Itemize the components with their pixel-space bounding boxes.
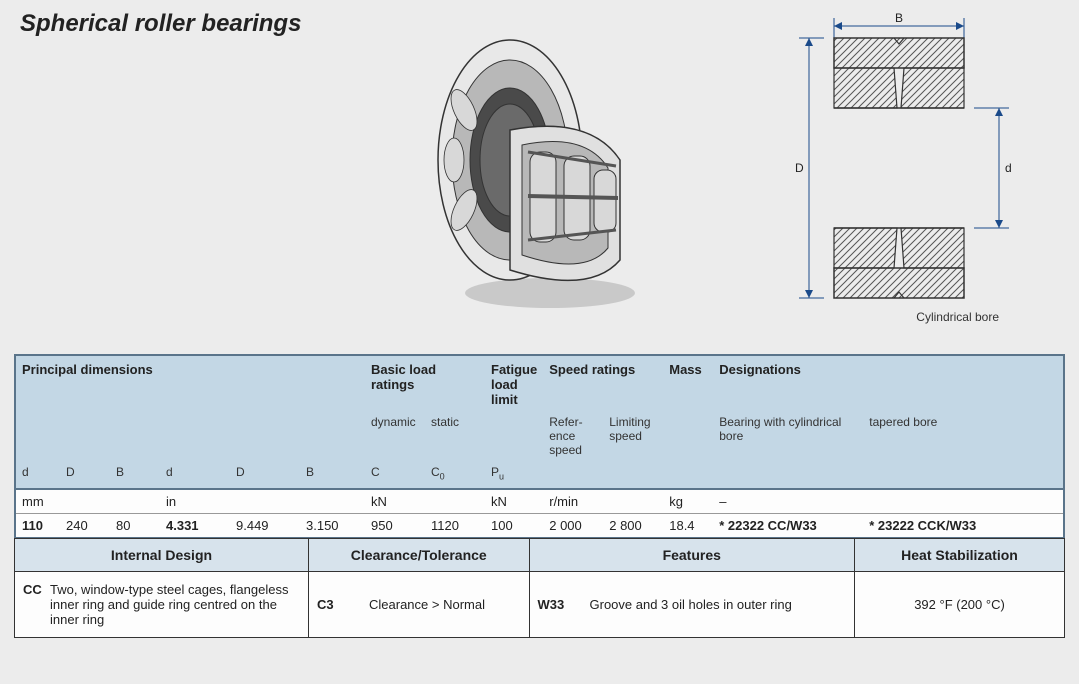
cell-desig-cyl: * 22322 CC/W33 xyxy=(713,514,863,539)
sym-D2: D xyxy=(230,461,300,489)
cell-B-mm: 80 xyxy=(110,514,160,539)
code-c3: C3 xyxy=(317,597,357,612)
cell-desig-tap: * 23222 CCK/W33 xyxy=(863,514,1064,539)
dimensions-table: Principal dimensions Basic load ratings … xyxy=(14,354,1065,539)
units-row: mm in kN kN r/min kg – xyxy=(15,489,1064,514)
th-internal-design: Internal Design xyxy=(15,539,309,572)
sym-d: d xyxy=(15,461,60,489)
bearing-schematic: B D d xyxy=(769,8,1049,338)
unit-in: in xyxy=(160,489,365,514)
sub-dynamic: dynamic xyxy=(365,411,425,461)
sym-d2: d xyxy=(160,461,230,489)
schematic-caption: Cylindrical bore xyxy=(916,310,999,324)
th-features: Features xyxy=(529,539,855,572)
cell-features: W33 Groove and 3 oil holes in outer ring xyxy=(529,572,855,638)
cell-d-mm: 110 xyxy=(15,514,60,539)
unit-kN2: kN xyxy=(485,489,543,514)
sub-tapered: tapered bore xyxy=(863,411,1064,461)
code-cc: CC xyxy=(23,582,42,627)
th-designations: Designations xyxy=(713,355,1064,411)
unit-rmin: r/min xyxy=(543,489,663,514)
code-w33: W33 xyxy=(538,597,578,612)
unit-mm: mm xyxy=(15,489,160,514)
sub-bearing-cyl: Bearing with cylindrical bore xyxy=(713,411,863,461)
dim-label-d: d xyxy=(1005,161,1012,175)
th-speed: Speed ratings xyxy=(543,355,663,411)
sub-reference: Refer- ence speed xyxy=(543,411,603,461)
cell-D-mm: 240 xyxy=(60,514,110,539)
cell-internal: CC Two, window-type steel cages, flangel… xyxy=(15,572,309,638)
cell-C0: 1120 xyxy=(425,514,485,539)
unit-kN: kN xyxy=(365,489,485,514)
cell-lim-speed: 2 800 xyxy=(603,514,663,539)
details-table: Internal Design Clearance/Tolerance Feat… xyxy=(14,538,1065,638)
sym-C: C xyxy=(365,461,425,489)
dim-label-D: D xyxy=(795,161,804,175)
page-title: Spherical roller bearings xyxy=(20,10,301,38)
th-clearance: Clearance/Tolerance xyxy=(309,539,530,572)
data-row: 110 240 80 4.331 9.449 3.150 950 1120 10… xyxy=(15,514,1064,539)
text-clearance: Clearance > Normal xyxy=(369,597,485,612)
th-basic-load: Basic load ratings xyxy=(365,355,485,411)
sym-Pu: Pu xyxy=(485,461,543,489)
sub-limiting: Limiting speed xyxy=(603,411,663,461)
sym-D: D xyxy=(60,461,110,489)
cell-D-in: 9.449 xyxy=(230,514,300,539)
sym-C0: C0 xyxy=(425,461,485,489)
th-heat: Heat Stabilization xyxy=(855,539,1065,572)
unit-kg: kg xyxy=(663,489,713,514)
text-internal: Two, window-type steel cages, flangeless… xyxy=(50,582,300,627)
th-mass: Mass xyxy=(663,355,713,411)
cell-d-in: 4.331 xyxy=(160,514,230,539)
cell-mass: 18.4 xyxy=(663,514,713,539)
cell-Pu: 100 xyxy=(485,514,543,539)
cell-heat: 392 °F (200 °C) xyxy=(855,572,1065,638)
sym-B: B xyxy=(110,461,160,489)
cell-B-in: 3.150 xyxy=(300,514,365,539)
dim-label-b: B xyxy=(895,11,903,25)
cell-C: 950 xyxy=(365,514,425,539)
cell-ref-speed: 2 000 xyxy=(543,514,603,539)
th-principal: Principal dimensions xyxy=(15,355,365,411)
text-features: Groove and 3 oil holes in outer ring xyxy=(590,597,792,612)
bearing-3d-render xyxy=(420,25,650,315)
unit-dash: – xyxy=(713,489,1064,514)
th-fatigue: Fatigue load limit xyxy=(485,355,543,411)
cell-clearance: C3 Clearance > Normal xyxy=(309,572,530,638)
sub-static: static xyxy=(425,411,485,461)
sym-B2: B xyxy=(300,461,365,489)
